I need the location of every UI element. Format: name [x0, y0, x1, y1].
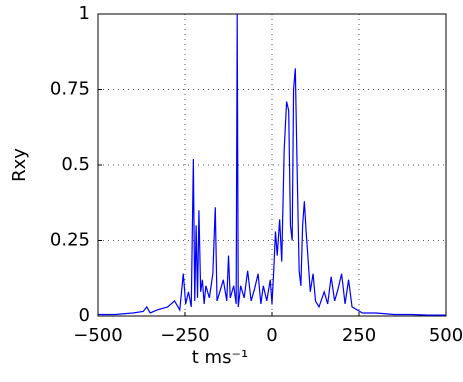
x-tick-label: 500: [429, 325, 463, 346]
y-tick-label: 0.5: [61, 154, 90, 175]
x-tick-label: −500: [73, 325, 122, 346]
y-axis-label: Rxy: [9, 148, 30, 182]
x-tick-label: 0: [266, 325, 277, 346]
x-tick-label: 250: [342, 325, 376, 346]
y-tick-label: 1: [79, 3, 90, 24]
x-axis-label: t ms⁻¹: [192, 347, 248, 368]
y-tick-label: 0.75: [50, 79, 90, 100]
y-tick-label: 0.25: [50, 230, 90, 251]
y-tick-label: 0: [79, 305, 90, 326]
data-line: [98, 13, 446, 316]
x-tick-label: −250: [160, 325, 209, 346]
plot-frame: [97, 13, 447, 317]
